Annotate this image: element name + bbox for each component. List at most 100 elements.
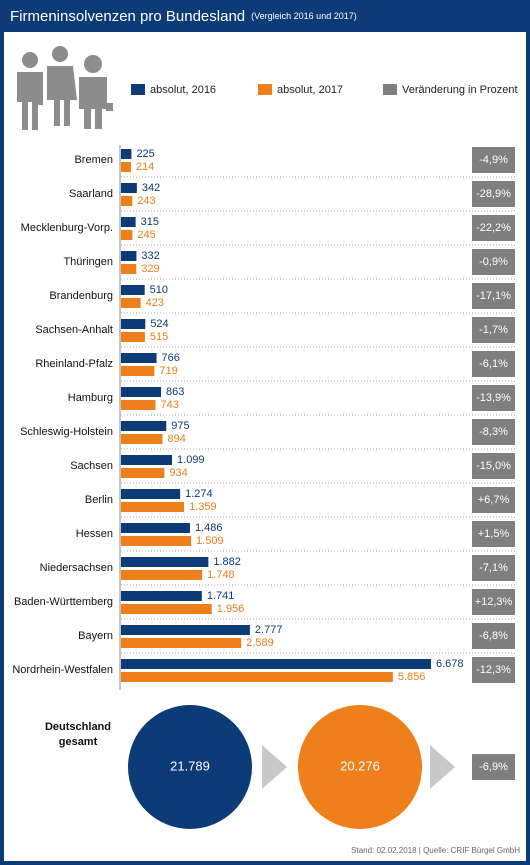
value-label: 243 (137, 195, 155, 207)
change-box (472, 453, 515, 479)
value-label: 1.274 (185, 488, 213, 500)
value-label: 245 (137, 229, 155, 241)
total-2016 (128, 705, 252, 829)
value-label: 6.678 (436, 658, 464, 670)
arrow (262, 745, 287, 789)
value-label: 2.589 (246, 637, 274, 649)
legend-label: absolut, 2017 (277, 84, 343, 96)
category-label: Schleswig-Holstein (20, 426, 113, 438)
total-change-box (472, 754, 515, 780)
change-label: -4,9% (479, 154, 508, 166)
bar (121, 332, 145, 342)
bar (121, 183, 137, 193)
value-label: 1.748 (207, 569, 235, 581)
change-box (472, 487, 515, 513)
bar (121, 523, 190, 533)
value-label: 214 (136, 161, 154, 173)
value-label: 1.956 (217, 603, 245, 615)
value-label: 1.741 (207, 590, 235, 602)
change-label: +12,3% (475, 596, 513, 608)
bar (121, 217, 136, 227)
bar (121, 455, 173, 465)
bar (121, 570, 203, 580)
value-label: 1.882 (213, 556, 241, 568)
category-label: Niedersachsen (40, 562, 113, 574)
bar (121, 319, 146, 329)
value-label: 423 (146, 297, 164, 309)
arrow (430, 745, 455, 789)
change-box (472, 249, 515, 275)
change-label: -7,1% (479, 562, 508, 574)
category-label: Saarland (69, 188, 113, 200)
bar (121, 400, 156, 410)
change-label: -28,9% (476, 188, 511, 200)
bar (121, 196, 133, 206)
bar (121, 604, 212, 614)
bar (121, 387, 162, 397)
bar (121, 502, 185, 512)
change-label: +6,7% (478, 494, 510, 506)
change-box (472, 385, 515, 411)
legend-swatch (131, 84, 145, 95)
bar (121, 421, 167, 431)
bar (121, 298, 141, 308)
category-label: Berlin (85, 494, 113, 506)
bar (121, 625, 250, 635)
value-label: 863 (166, 386, 184, 398)
bar (121, 434, 163, 444)
category-label: Sachsen (70, 460, 113, 472)
category-label: Hessen (76, 528, 113, 540)
category-label: Baden-Württemberg (14, 596, 113, 608)
footer: Stand: 02.02.2018 | Quelle: CRIF Bürgel … (351, 846, 520, 855)
legend-swatch (383, 84, 397, 95)
value-label: 329 (141, 263, 159, 275)
bar (121, 638, 242, 648)
legend-label: absolut, 2016 (150, 84, 216, 96)
change-box (472, 181, 515, 207)
value-label: 1.099 (177, 454, 205, 466)
change-box (472, 555, 515, 581)
value-label: 2.777 (255, 624, 283, 636)
bar (121, 366, 155, 376)
category-label: Brandenburg (49, 290, 113, 302)
change-box (472, 317, 515, 343)
category-label: Bayern (78, 630, 113, 642)
value-label: 1.509 (196, 535, 224, 547)
value-label: 934 (169, 467, 187, 479)
change-box (472, 283, 515, 309)
change-label: -15,0% (476, 460, 511, 472)
bar (121, 659, 431, 669)
category-label: Thüringen (63, 256, 113, 268)
total-label-2016: 21.789 (170, 758, 210, 773)
category-label: Mecklenburg-Vorp. (21, 222, 113, 234)
change-box (472, 147, 515, 173)
bar (121, 591, 202, 601)
category-label: Bremen (74, 154, 113, 166)
total-change-label: -6,9% (479, 761, 508, 773)
change-label: -22,2% (476, 222, 511, 234)
value-label: 766 (162, 352, 180, 364)
change-box (472, 657, 515, 683)
value-label: 524 (150, 318, 168, 330)
change-box (472, 215, 515, 241)
chart-title: Firmeninsolvenzen pro Bundesland (Verglei… (10, 8, 357, 25)
bar (121, 285, 145, 295)
change-label: -1,7% (479, 324, 508, 336)
bar (121, 162, 131, 172)
legend-swatch (258, 84, 272, 95)
value-label: 332 (141, 250, 159, 262)
value-label: 719 (159, 365, 177, 377)
change-box (472, 623, 515, 649)
change-box (472, 589, 515, 615)
bar (121, 557, 209, 567)
change-label: -13,9% (476, 392, 511, 404)
value-label: 5.856 (398, 671, 426, 683)
legend-label: Veränderung in Prozent (402, 84, 518, 96)
bar (121, 264, 137, 274)
bar (121, 672, 393, 682)
category-label: Sachsen-Anhalt (35, 324, 113, 336)
value-label: 743 (160, 399, 178, 411)
bar (121, 230, 133, 240)
bar (121, 468, 165, 478)
